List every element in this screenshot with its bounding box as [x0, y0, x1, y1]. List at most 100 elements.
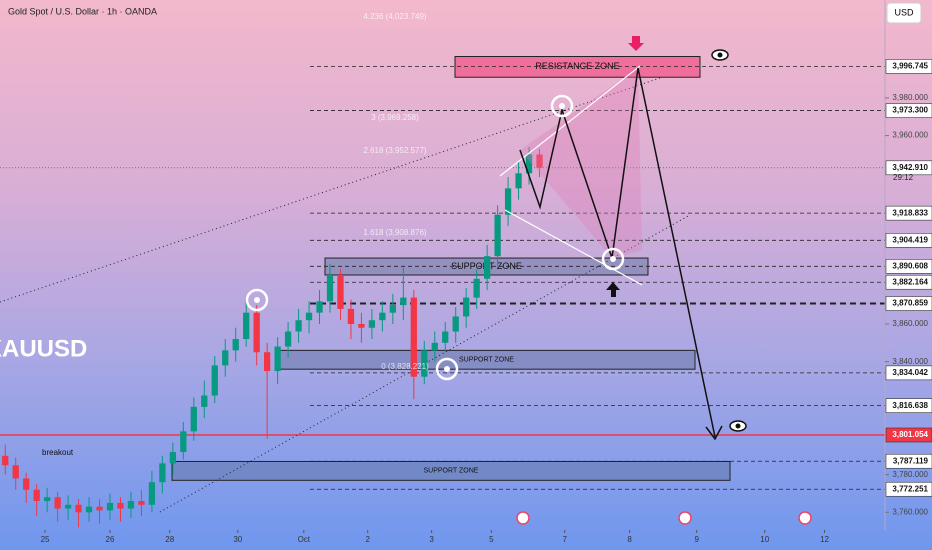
price-label-box — [885, 453, 932, 469]
annotation: 3 (3,969.258) — [371, 113, 419, 122]
price-label-box — [885, 481, 932, 497]
symbol: XAUUSD — [0, 335, 87, 362]
candle-body — [431, 342, 438, 351]
candle-body — [232, 339, 239, 351]
y-tick-label: 3,980.000 — [892, 93, 928, 102]
candle-body — [75, 504, 82, 513]
x-tick-label: 10 — [760, 535, 769, 544]
candle-body — [484, 256, 491, 279]
price-label: 3,870.859 — [892, 299, 928, 308]
candle-body — [23, 478, 30, 490]
chart-title: Gold Spot / U.S. Dollar · 1h · OANDA — [8, 6, 157, 16]
annotation: 0 (3,828.221) — [381, 362, 429, 371]
candle-body — [253, 312, 260, 353]
candle-body — [243, 312, 250, 340]
price-label-box — [885, 233, 932, 248]
candle-body — [316, 301, 323, 313]
x-tick-label: 25 — [41, 535, 50, 544]
candle-body — [148, 482, 156, 505]
candle-body — [368, 320, 376, 328]
wedge — [504, 209, 643, 286]
candle-body — [44, 497, 51, 502]
x-tick-label: 26 — [106, 535, 115, 544]
price-label: 3,816.638 — [892, 401, 928, 410]
price-label-box — [885, 259, 932, 274]
annotation: breakout — [42, 448, 74, 457]
price-label: 3,904.419 — [892, 235, 928, 244]
candle-body — [284, 331, 292, 347]
candle-body — [190, 406, 197, 432]
candle-body — [536, 154, 543, 168]
candle-body — [463, 297, 470, 317]
price-label: 3,918.833 — [892, 208, 928, 217]
price-label-box — [885, 103, 932, 118]
projection-area — [520, 68, 642, 258]
annotation: 4.236 (4,023.749) — [363, 12, 426, 21]
candle-body — [12, 465, 19, 479]
price-label: 3,942.910 — [892, 163, 928, 172]
down-arrow — [628, 36, 644, 51]
x-tick-label: 5 — [489, 535, 494, 544]
candle-body — [305, 312, 313, 321]
marker-dot — [610, 256, 616, 262]
zone-label: SUPPORT ZONE — [459, 357, 514, 364]
x-tick-label: 3 — [429, 535, 434, 544]
candle-body — [274, 346, 281, 372]
candle-body — [211, 365, 218, 396]
currency[interactable]: USD — [894, 7, 914, 17]
candle-body — [515, 173, 522, 189]
candle-body — [159, 463, 166, 483]
up-arrow — [606, 282, 620, 297]
marker-dot — [559, 103, 565, 109]
price-label-box — [885, 427, 932, 443]
price-label: 3,801.054 — [892, 430, 928, 439]
y-tick-label: 3,780.000 — [892, 470, 928, 479]
event-icon — [516, 511, 530, 525]
candle-body — [264, 352, 271, 372]
y-tick-label: 3,860.000 — [892, 319, 928, 328]
candle-body — [201, 395, 208, 407]
currency-box[interactable] — [886, 2, 922, 24]
candle-body — [452, 316, 459, 332]
annotation: 1.618 (3,908.876) — [363, 228, 426, 237]
candle-body — [379, 312, 386, 321]
candle-body — [138, 501, 145, 505]
candle-body — [295, 320, 302, 332]
price-label: 3,787.119 — [893, 456, 929, 465]
candle-body — [64, 504, 72, 509]
price-label-box — [885, 365, 932, 381]
price-label-box — [885, 59, 932, 74]
countdown: 29:12 — [893, 173, 914, 182]
candle-body — [347, 308, 355, 324]
price-label: 3,882.164 — [892, 277, 928, 286]
candle-body — [421, 350, 428, 377]
marker-ring — [435, 357, 459, 381]
candle-body — [442, 331, 449, 343]
price-label-box — [885, 296, 932, 311]
candle-body — [117, 502, 124, 509]
x-tick-label: Oct — [298, 535, 311, 544]
candle-body — [106, 502, 114, 511]
candle-body — [337, 275, 344, 309]
candle-body — [525, 154, 533, 174]
price-label-box — [885, 398, 932, 413]
marker-ring — [245, 288, 269, 312]
event-icon — [798, 511, 812, 525]
candle-body — [96, 506, 103, 511]
x-tick-label: 9 — [694, 535, 699, 544]
zone-label: SUPPORT ZONE — [424, 468, 479, 475]
candle-body — [326, 275, 334, 302]
y-tick-label: 3,960.000 — [892, 131, 928, 140]
candle-body — [54, 497, 61, 509]
x-tick-label: 7 — [562, 535, 567, 544]
price-label-box — [885, 274, 932, 290]
candle-body — [127, 501, 135, 509]
candle-body — [169, 452, 176, 464]
y-tick-label: 3,840.000 — [892, 357, 928, 366]
price-label: 3,890.608 — [892, 261, 928, 270]
candle-body — [504, 188, 512, 215]
marker-dot — [254, 297, 260, 303]
price-label-box — [885, 205, 932, 221]
